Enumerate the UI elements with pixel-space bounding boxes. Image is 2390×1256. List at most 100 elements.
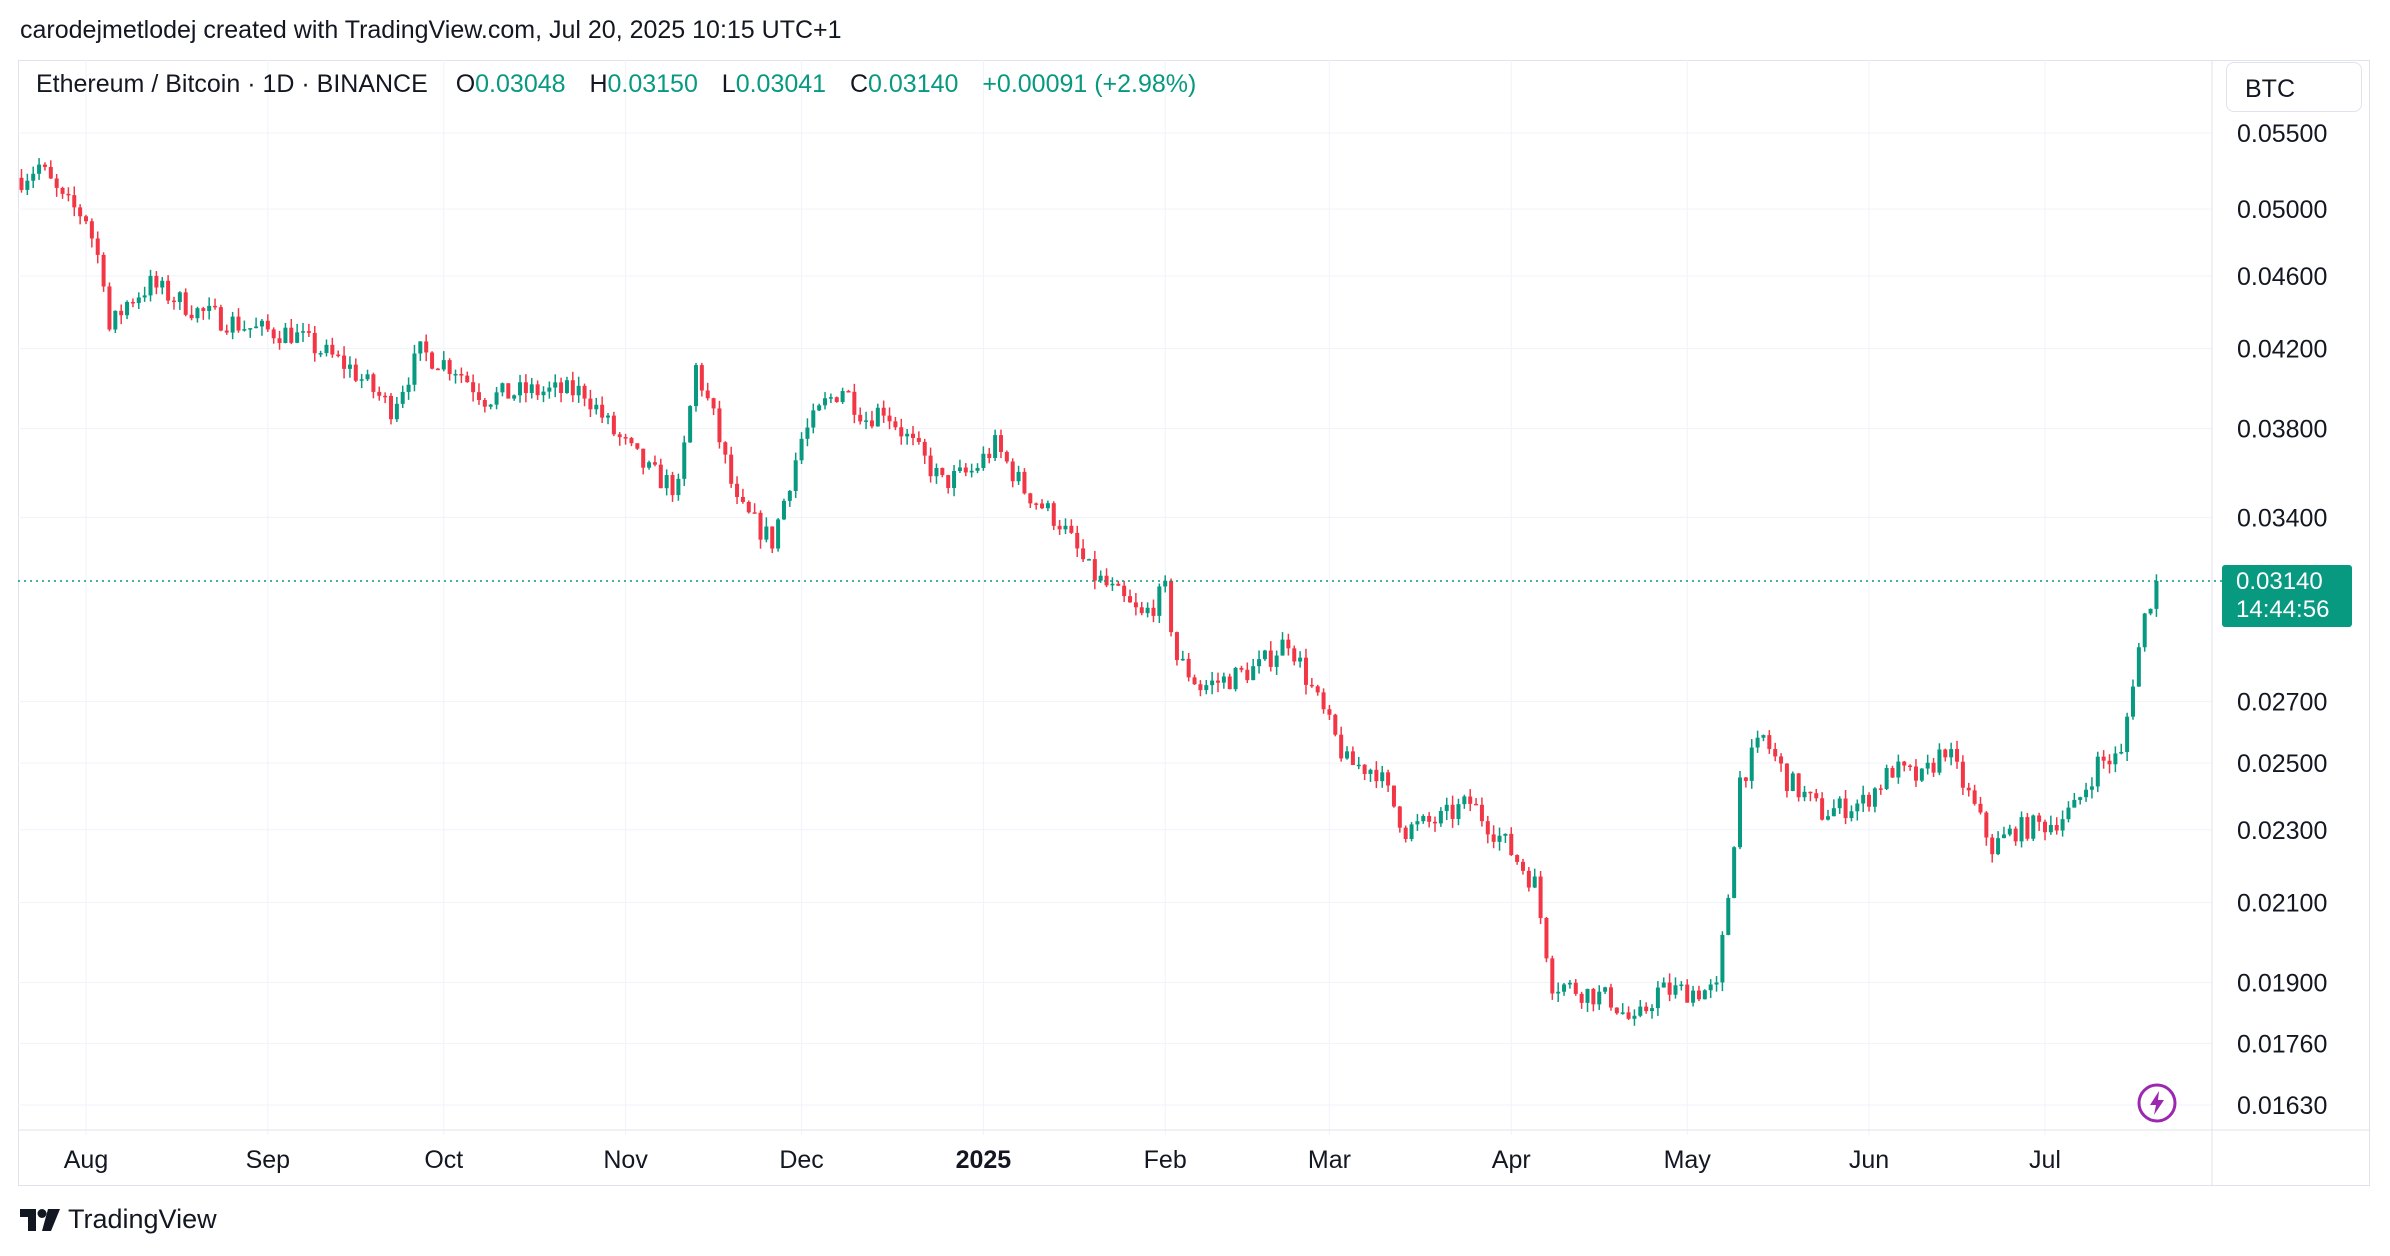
candle-down xyxy=(1573,982,1578,994)
footer-brand[interactable]: TradingView xyxy=(20,1204,217,1235)
x-tick-label: Feb xyxy=(1144,1146,1187,1174)
candle-down xyxy=(54,178,59,188)
candle-up xyxy=(1949,749,1954,758)
tradingview-logo-icon xyxy=(20,1208,60,1231)
candle-down xyxy=(1878,788,1883,790)
candle-up xyxy=(840,391,845,403)
candle-down xyxy=(236,316,241,331)
candle-down xyxy=(371,374,376,392)
candle-up xyxy=(1497,835,1502,842)
candle-up xyxy=(529,384,534,394)
low-value: 0.03041 xyxy=(735,70,827,98)
candle-down xyxy=(1391,785,1396,807)
candle-up xyxy=(2007,828,2012,835)
candle-up xyxy=(242,329,247,331)
candle-up xyxy=(1503,833,1508,836)
candle-up xyxy=(1462,796,1467,805)
candle-down xyxy=(1286,639,1291,649)
candle-down xyxy=(858,414,863,422)
candle-down xyxy=(48,166,53,179)
candle-up xyxy=(1632,1015,1637,1019)
candle-up xyxy=(1749,747,1754,781)
candle-down xyxy=(1133,602,1138,608)
candle-down xyxy=(1268,650,1273,667)
candle-up xyxy=(1802,791,1807,798)
candle-up xyxy=(1145,607,1150,614)
candle-up xyxy=(1831,808,1836,817)
candle-down xyxy=(1955,749,1960,762)
candle-down xyxy=(1040,503,1045,509)
candle-down xyxy=(1867,794,1872,807)
candle-down xyxy=(635,443,640,449)
candle-down xyxy=(1104,575,1109,586)
candle-up xyxy=(1163,580,1168,587)
candle-down xyxy=(1515,855,1520,862)
candle-down xyxy=(1427,815,1432,822)
candle-up xyxy=(1562,984,1567,992)
candle-up xyxy=(1251,666,1256,681)
candle-up xyxy=(2078,797,2083,800)
candle-up xyxy=(1755,737,1760,748)
candle-down xyxy=(1075,532,1080,549)
candle-up xyxy=(805,427,810,439)
candle-down xyxy=(119,310,124,316)
candle-up xyxy=(2066,807,2071,820)
candle-down xyxy=(928,455,933,477)
candle-down xyxy=(1960,761,1965,788)
candle-down xyxy=(1509,833,1514,856)
candle-up xyxy=(606,415,611,418)
candle-up xyxy=(823,398,828,406)
candle-up xyxy=(1620,1012,1625,1014)
candle-up xyxy=(2019,817,2024,842)
y-tick-label: 0.04200 xyxy=(2237,336,2327,364)
candle-up xyxy=(811,410,816,428)
candle-up xyxy=(142,295,147,298)
candle-up xyxy=(1556,991,1561,994)
candle-down xyxy=(1350,751,1355,765)
candle-up xyxy=(148,275,153,296)
candle-up xyxy=(1761,735,1766,738)
candle-up xyxy=(764,526,769,540)
candle-down xyxy=(1550,958,1555,994)
candle-down xyxy=(383,395,388,398)
candle-down xyxy=(911,433,916,438)
currency-selector[interactable]: BTC xyxy=(2226,62,2362,112)
candle-down xyxy=(336,354,341,357)
candle-down xyxy=(611,415,616,435)
candle-down xyxy=(1081,548,1086,560)
candle-down xyxy=(265,320,270,330)
candle-up xyxy=(1825,816,1830,820)
candle-up xyxy=(1732,847,1737,898)
symbol-label[interactable]: Ethereum / Bitcoin · 1D · BINANCE xyxy=(36,70,428,98)
candle-down xyxy=(1591,988,1596,1005)
candle-down xyxy=(78,207,83,217)
candle-down xyxy=(1174,632,1179,661)
candle-down xyxy=(922,441,927,456)
x-tick-label: Jul xyxy=(2029,1146,2061,1174)
candle-down xyxy=(1614,1007,1619,1014)
candle-down xyxy=(729,454,734,484)
candle-down xyxy=(1116,583,1121,586)
candle-down xyxy=(424,341,429,353)
y-tick-label: 0.05500 xyxy=(2237,120,2327,148)
lightning-bolt-icon[interactable] xyxy=(2136,1082,2178,1124)
candle-down xyxy=(1315,686,1320,693)
chart-frame[interactable] xyxy=(18,60,2370,1186)
candle-down xyxy=(1139,607,1144,614)
candle-up xyxy=(1884,768,1889,789)
candle-up xyxy=(793,460,798,491)
candle-up xyxy=(1356,764,1361,767)
candle-up xyxy=(1204,685,1209,691)
candle-up xyxy=(1180,658,1185,661)
candle-up xyxy=(518,382,523,396)
candle-up xyxy=(1714,982,1719,985)
candle-down xyxy=(1339,734,1344,759)
candle-down xyxy=(1808,791,1813,794)
candle-down xyxy=(224,330,229,333)
candle-up xyxy=(1532,876,1537,888)
candle-down xyxy=(1092,559,1097,581)
candle-down xyxy=(940,467,945,476)
candle-down xyxy=(482,399,487,407)
candle-up xyxy=(512,395,517,399)
